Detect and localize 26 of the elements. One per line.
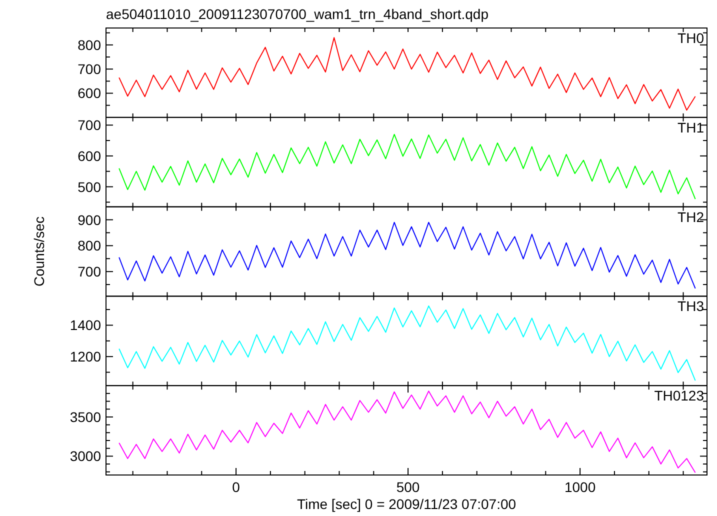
x-tick-label: 1000	[564, 479, 596, 495]
x-tick-label: 0	[232, 479, 240, 495]
annotation: TH1	[678, 119, 704, 136]
y-tick-label: 600	[78, 148, 102, 164]
y-tick-label: 700	[78, 61, 102, 78]
x-tick-label: 500	[396, 479, 420, 495]
x-axis-title: Time [sec] 0 = 2009/11/23 07:07:00	[296, 496, 516, 512]
y-tick-label: 800	[78, 36, 102, 53]
annotation: TH0123	[654, 388, 704, 404]
y-tick-label: 700	[78, 117, 102, 134]
y-tick-label: 600	[78, 85, 102, 102]
y-tick-label: 1200	[70, 348, 102, 365]
chart-title: ae504011010_20091123070700_wam1_trn_4band_short.qdp	[106, 6, 489, 22]
y-tick-label: 1400	[70, 317, 102, 334]
annotation: TH2	[678, 208, 704, 225]
y-tick-label: 3000	[70, 448, 102, 464]
y-tick-label: 3500	[70, 408, 102, 425]
y-tick-label: 700	[78, 264, 102, 280]
annotation: TH3	[678, 298, 704, 314]
y-tick-label: 500	[78, 178, 102, 195]
annotation: TH0	[678, 30, 704, 46]
y-axis-title: Counts/sec	[31, 216, 47, 287]
y-tick-label: 800	[78, 238, 102, 254]
line-series	[118, 134, 696, 200]
line-series	[118, 222, 696, 289]
y-tick-label: 900	[78, 212, 102, 228]
